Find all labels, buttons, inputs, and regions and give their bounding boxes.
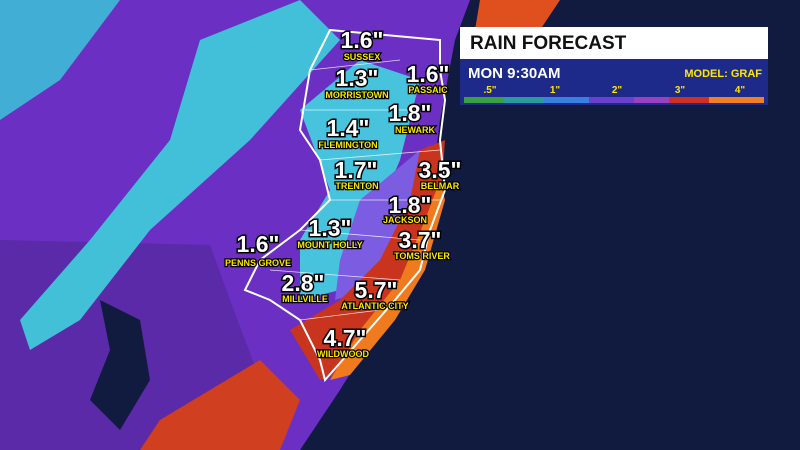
rain-amount: 5.7": [355, 277, 398, 303]
city-name: MILLVILLE: [282, 294, 328, 304]
rain-amount: 1.3": [336, 65, 379, 91]
rain-amount: 1.3": [309, 215, 352, 241]
city-name: MOUNT HOLLY: [297, 240, 362, 250]
legend-title: RAIN FORECAST: [470, 33, 627, 54]
rain-amount: 2.8": [282, 270, 325, 296]
rain-band: [20, 0, 340, 350]
scale-label: 1": [550, 85, 561, 96]
city-name: ATLANTIC CITY: [341, 301, 408, 311]
rain-amount: 1.8": [389, 192, 432, 218]
rain-amount: 1.6": [341, 27, 384, 53]
city-name: FLEMINGTON: [318, 140, 377, 150]
scale-swatch: [544, 97, 589, 103]
scale-label: 2": [612, 85, 623, 96]
city-name: BELMAR: [421, 181, 460, 191]
legend-model: MODEL: GRAF: [684, 68, 762, 80]
rain-amount: 1.4": [327, 115, 370, 141]
legend-title-bar: [460, 27, 768, 59]
city-name: NEWARK: [395, 125, 435, 135]
rain-amount: 1.7": [335, 157, 378, 183]
scale-swatch: [504, 97, 544, 103]
city-labels: 1.6" SUSSEX 1.3" MORRISTOWN 1.6" PASSAIC…: [224, 26, 463, 361]
city-name: PASSAIC: [408, 85, 448, 95]
rain-amount: 4.7": [324, 325, 367, 351]
rain-amount: 1.6": [237, 231, 280, 257]
city-name: JACKSON: [383, 215, 427, 225]
bay: [90, 300, 150, 430]
scale-label: 3": [675, 85, 686, 96]
state-outline: [243, 28, 447, 383]
rain-amount: 3.5": [419, 157, 462, 183]
rain-band: [290, 140, 445, 380]
rain-band: [0, 0, 120, 120]
county-lines: [269, 59, 441, 321]
scale-swatch: [464, 97, 504, 103]
scale-swatch: [669, 97, 709, 103]
city-name: SUSSEX: [344, 52, 381, 62]
scale-label: .5": [483, 85, 496, 96]
city-name: TRENTON: [335, 181, 378, 191]
scale-swatch: [709, 97, 764, 103]
rain-band: [335, 150, 420, 300]
rain-amount: 3.7": [399, 227, 442, 253]
legend-time: MON 9:30AM: [468, 65, 561, 82]
city-name: WILDWOOD: [317, 349, 369, 359]
scale-label: 4": [735, 85, 746, 96]
rain-band: [300, 60, 420, 300]
city-name: TOMS RIVER: [394, 251, 450, 261]
city-name: PENNS GROVE: [225, 258, 291, 268]
rain-amount: 1.6": [407, 61, 450, 87]
rain-amount: 1.8": [389, 100, 432, 126]
scale-swatch: [634, 97, 669, 103]
scale-swatch: [589, 97, 634, 103]
rain-band: [140, 360, 300, 450]
city-name: MORRISTOWN: [325, 90, 388, 100]
color-scale: [464, 97, 764, 103]
